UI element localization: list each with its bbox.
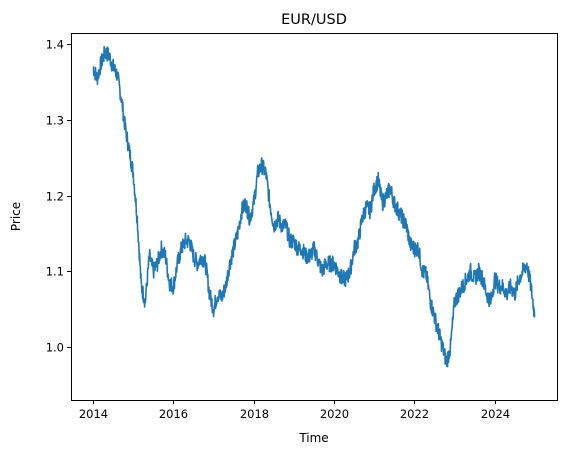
y-tick-label: 1.3: [46, 114, 64, 128]
y-tick-label: 1.4: [46, 38, 64, 52]
eurusd-price-line: [92, 45, 536, 368]
x-axis: 2014 2016 2018 2020 2022 2024: [79, 400, 510, 421]
plot-frame: [71, 33, 558, 401]
y-tick-label: 1.0: [46, 341, 64, 355]
x-axis-label: Time: [298, 431, 328, 445]
y-axis-label: Price: [9, 202, 23, 231]
x-tick-label: 2022: [400, 407, 429, 421]
x-tick-label: 2024: [481, 407, 510, 421]
y-tick-label: 1.2: [46, 190, 64, 204]
y-tick-label: 1.1: [46, 265, 64, 279]
x-tick-label: 2018: [240, 407, 269, 421]
series-layer: [92, 45, 536, 368]
chart-title: EUR/USD: [281, 12, 347, 28]
x-tick-label: 2014: [79, 407, 108, 421]
x-tick-label: 2020: [320, 407, 349, 421]
y-axis: 1.0 1.1 1.2 1.3 1.4: [46, 38, 71, 355]
x-tick-label: 2016: [159, 407, 188, 421]
